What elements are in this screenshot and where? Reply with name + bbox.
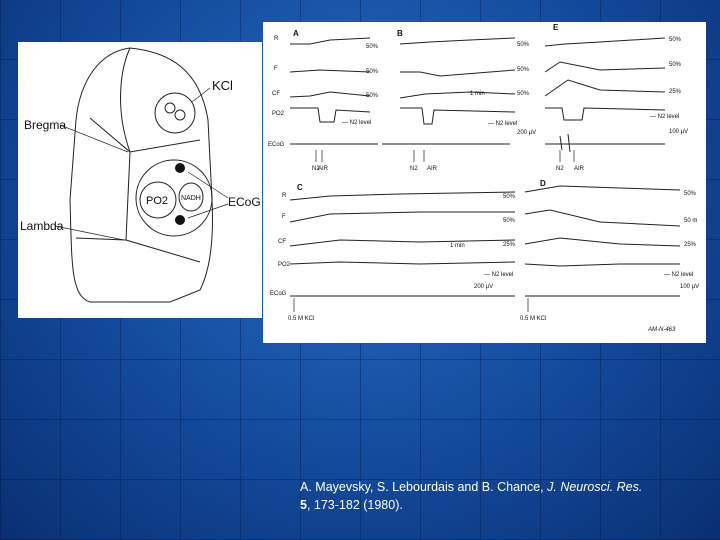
- row-label: ECoG: [268, 142, 285, 148]
- row-label: PO2: [272, 111, 285, 117]
- scale-label: 50%: [366, 69, 379, 75]
- row-label: CF: [272, 91, 280, 97]
- citation-volume: 5: [300, 498, 307, 512]
- label-po2: PO2: [146, 195, 168, 207]
- figure-code: AM-N-463: [647, 327, 676, 333]
- scale-label: 50%: [517, 67, 530, 73]
- level-label: — N2 level: [488, 121, 517, 127]
- level-label: — N2 level: [664, 272, 693, 278]
- marker-label: 0.5 M KCl: [520, 316, 546, 322]
- scale-label: 50 m: [684, 218, 697, 224]
- panel-label: C: [297, 183, 303, 192]
- marker-label: AIR: [318, 166, 329, 172]
- row-label: PO2: [278, 262, 291, 268]
- citation-authors: A. Mayevsky, S. Lebourdais and B. Chance…: [300, 480, 548, 494]
- marker-label: N2: [410, 166, 418, 172]
- row-label: F: [282, 214, 286, 220]
- right-figure: [263, 22, 706, 343]
- label-nadh: NADH: [181, 195, 201, 202]
- row-label: R: [282, 193, 287, 199]
- scale-label: 25%: [684, 242, 697, 248]
- level-label: — N2 level: [342, 120, 371, 126]
- scale-label: 50%: [366, 44, 379, 50]
- head-diagram: [54, 47, 229, 303]
- scale-label: 50%: [517, 91, 530, 97]
- panel-label: E: [553, 23, 559, 32]
- marker-label: N2: [556, 166, 564, 172]
- row-label: ECoG: [270, 291, 287, 297]
- scale-label: 50%: [669, 37, 682, 43]
- traces: [289, 37, 681, 312]
- time-scale: 1 min: [450, 243, 465, 249]
- scale-label: 50%: [503, 194, 516, 200]
- scale-label: 200 µV: [517, 130, 536, 136]
- label-ecog: ECoG: [228, 195, 261, 209]
- label-kcl: KCl: [212, 78, 233, 93]
- scale-label: 200 µV: [474, 284, 493, 290]
- scale-label: 50%: [503, 218, 516, 224]
- panel-label: D: [540, 179, 546, 188]
- panel-label: A: [293, 29, 299, 38]
- row-label: F: [274, 66, 278, 72]
- scale-label: 50%: [684, 191, 697, 197]
- panel-label: B: [397, 29, 403, 38]
- marker-label: AIR: [574, 166, 585, 172]
- scale-label: 100 µV: [680, 284, 699, 290]
- row-label: R: [274, 36, 279, 42]
- marker-label: 0.5 M KCl: [288, 316, 314, 322]
- label-lambda: Lambda: [20, 219, 64, 233]
- scale-label: 100 µV: [669, 129, 688, 135]
- marker-label: AIR: [427, 166, 438, 172]
- scale-label: 50%: [366, 93, 379, 99]
- scale-label: 25%: [669, 89, 682, 95]
- scale-label: 50%: [669, 62, 682, 68]
- citation-pages: , 173-182 (1980).: [306, 498, 403, 512]
- scale-label: 50%: [517, 42, 530, 48]
- row-label: CF: [278, 239, 286, 245]
- citation: A. Mayevsky, S. Lebourdais and B. Chance…: [300, 478, 710, 514]
- label-bregma: Bregma: [24, 118, 66, 132]
- time-scale: 1 min: [470, 91, 485, 97]
- scale-label: 25%: [503, 242, 516, 248]
- marker-label: N2: [312, 166, 320, 172]
- citation-journal: J. Neurosci. Res.: [547, 480, 643, 494]
- level-label: — N2 level: [650, 114, 679, 120]
- level-label: — N2 level: [484, 272, 513, 278]
